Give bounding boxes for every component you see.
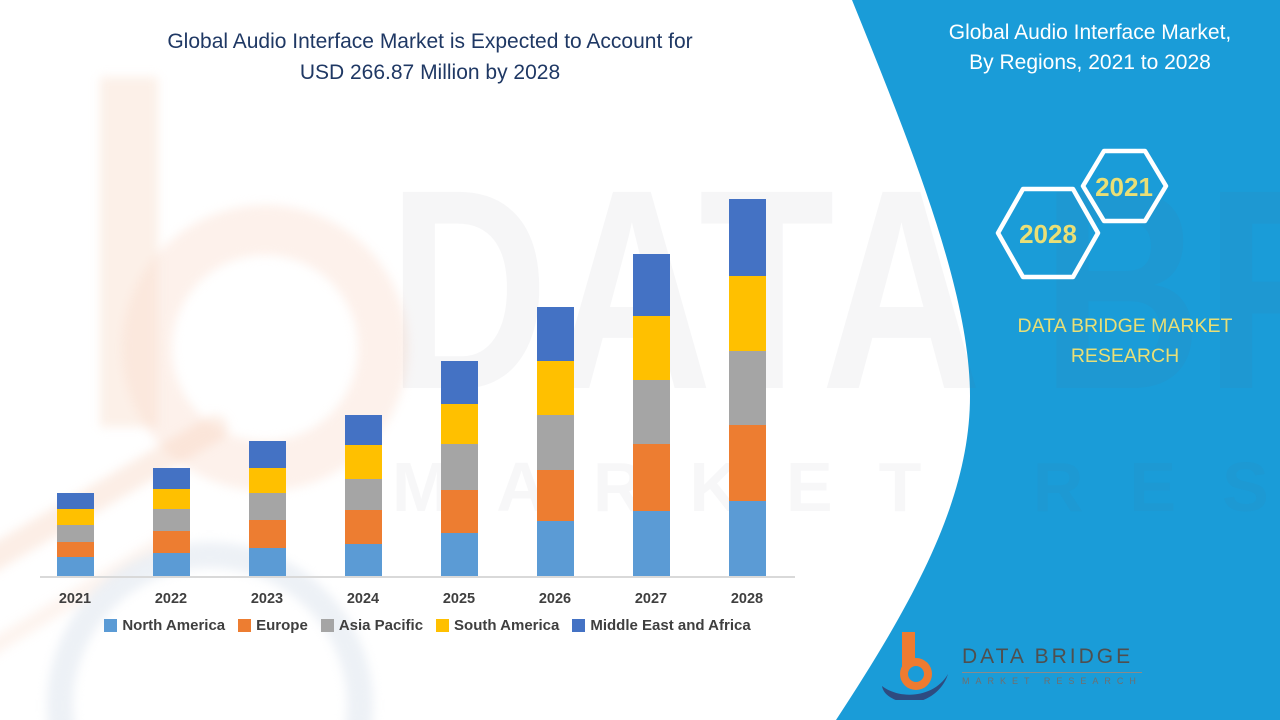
- watermark-swoosh: [0, 415, 228, 570]
- bar-segment-middle-east-and-africa-2022: [152, 468, 190, 490]
- bar-segment-middle-east-and-africa-2028: [728, 198, 766, 276]
- bar-segment-asia-pacific-2028: [728, 350, 766, 425]
- legend-label-north-america: North America: [122, 617, 226, 634]
- panel-brand-text: DATA BRIDGE MARKET RESEARCH: [970, 311, 1280, 371]
- x-axis-label-2023: 2023: [250, 591, 284, 607]
- legend-label-europe: Europe: [256, 617, 308, 634]
- legend-swatch-middle-east-and-africa: [572, 619, 586, 632]
- bar-segment-north-america-2028: [728, 500, 766, 576]
- panel-title-line2: By Regions, 2021 to 2028: [969, 51, 1211, 74]
- bar-segment-europe-2028: [728, 424, 766, 501]
- legend-item-europe: Europe: [238, 617, 308, 634]
- bar-segment-europe-2023: [248, 520, 286, 548]
- chart-headline-line1: Global Audio Interface Market is Expecte…: [167, 30, 693, 53]
- legend-swatch-asia-pacific: [320, 619, 334, 632]
- bar-segment-asia-pacific-2022: [152, 508, 190, 531]
- bar-segment-middle-east-and-africa-2027: [632, 253, 670, 317]
- bar-segment-europe-2025: [440, 490, 478, 534]
- hexagon-2028-label: 2028: [1019, 219, 1077, 249]
- hexagon-2028: [995, 186, 1101, 280]
- logo-company-name: DATA BRIDGE: [962, 645, 1142, 673]
- bar-segment-europe-2022: [152, 530, 190, 554]
- bar-segment-north-america-2025: [440, 533, 478, 576]
- bar-segment-north-america-2024: [344, 543, 382, 576]
- hexagon-badges: 2028 2021: [995, 148, 1169, 280]
- x-axis-label-2026: 2026: [538, 591, 572, 607]
- x-axis-label-2024: 2024: [346, 591, 380, 607]
- bar-segment-south-america-2027: [632, 316, 670, 380]
- legend-item-north-america: North America: [104, 617, 225, 634]
- legend-item-asia-pacific: Asia Pacific: [320, 617, 424, 634]
- chart-headline: Global Audio Interface Market is Expecte…: [60, 26, 800, 88]
- panel-title: Global Audio Interface Market, By Region…: [905, 18, 1275, 78]
- hexagon-2021: [1080, 148, 1169, 224]
- data-bridge-logo-icon: [882, 632, 948, 700]
- x-axis-label-2027: 2027: [634, 591, 668, 607]
- hexagon-2021-label: 2021: [1095, 172, 1153, 202]
- x-axis-label-2022: 2022: [154, 591, 188, 607]
- panel-brand-line1: DATA BRIDGE MARKET: [1017, 315, 1233, 337]
- bar-segment-south-america-2023: [248, 468, 286, 494]
- chart-headline-line2: USD 266.87 Million by 2028: [299, 61, 561, 84]
- bar-segment-south-america-2025: [440, 404, 478, 445]
- legend-item-south-america: South America: [436, 617, 559, 634]
- legend-swatch-europe: [238, 619, 252, 632]
- bar-segment-asia-pacific-2027: [632, 379, 670, 444]
- x-axis-label-2028: 2028: [730, 591, 764, 607]
- bar-segment-south-america-2026: [536, 361, 574, 416]
- bar-segment-europe-2026: [536, 469, 574, 521]
- logo-swoosh: [882, 674, 948, 700]
- chart-legend: North America Europe Asia Pacific South Ame…: [40, 617, 815, 634]
- bar-segment-north-america-2026: [536, 520, 574, 576]
- bar-segment-asia-pacific-2024: [344, 478, 382, 511]
- bar-segment-south-america-2021: [56, 509, 94, 526]
- bar-segment-europe-2021: [56, 542, 94, 558]
- bar-segment-asia-pacific-2025: [440, 444, 478, 491]
- blue-panel-shape: [836, 0, 1280, 720]
- legend-label-middle-east-and-africa: Middle East and Africa: [590, 617, 751, 634]
- bar-segment-asia-pacific-2021: [56, 525, 94, 543]
- bar-segment-europe-2027: [632, 443, 670, 511]
- bar-segment-south-america-2028: [728, 275, 766, 351]
- bar-segment-asia-pacific-2023: [248, 493, 286, 521]
- watermark-b-stem: [100, 77, 158, 427]
- panel-brand-line2: RESEARCH: [1070, 345, 1180, 367]
- legend-label-south-america: South America: [454, 617, 560, 634]
- watermark-circle: [47, 542, 373, 720]
- x-axis-label-2021: 2021: [58, 591, 92, 607]
- panel-title-line1: Global Audio Interface Market,: [948, 21, 1232, 44]
- bar-segment-middle-east-and-africa-2023: [248, 441, 286, 469]
- bar-segment-asia-pacific-2026: [536, 415, 574, 470]
- stacked-bar-chart: 2021 2022 2023 2024 2025 2026 2027 2028: [40, 198, 795, 607]
- bar-segment-south-america-2022: [152, 489, 190, 509]
- bar-segment-middle-east-and-africa-2021: [56, 493, 94, 510]
- bar-segment-north-america-2027: [632, 510, 670, 576]
- logo-b-bowl-hole: [908, 666, 924, 682]
- legend-label-asia-pacific: Asia Pacific: [338, 617, 424, 634]
- bar-segment-north-america-2023: [248, 547, 286, 576]
- legend-item-middle-east-and-africa: Middle East and Africa: [572, 617, 751, 634]
- bar-segment-middle-east-and-africa-2026: [536, 307, 574, 362]
- bar-segment-middle-east-and-africa-2024: [344, 414, 382, 446]
- x-axis-line: [40, 576, 795, 578]
- bar-segment-north-america-2021: [56, 557, 94, 576]
- bar-segment-middle-east-and-africa-2025: [440, 361, 478, 405]
- bar-segment-south-america-2024: [344, 445, 382, 479]
- company-logo: DATA BRIDGE MARKET RESEARCH: [878, 630, 1142, 700]
- bar-segment-europe-2024: [344, 510, 382, 544]
- legend-swatch-north-america: [104, 619, 118, 632]
- bar-segment-north-america-2022: [152, 553, 190, 576]
- legend-swatch-south-america: [436, 619, 450, 632]
- x-axis-label-2025: 2025: [442, 591, 476, 607]
- logo-company-subtitle: MARKET RESEARCH: [962, 675, 1142, 686]
